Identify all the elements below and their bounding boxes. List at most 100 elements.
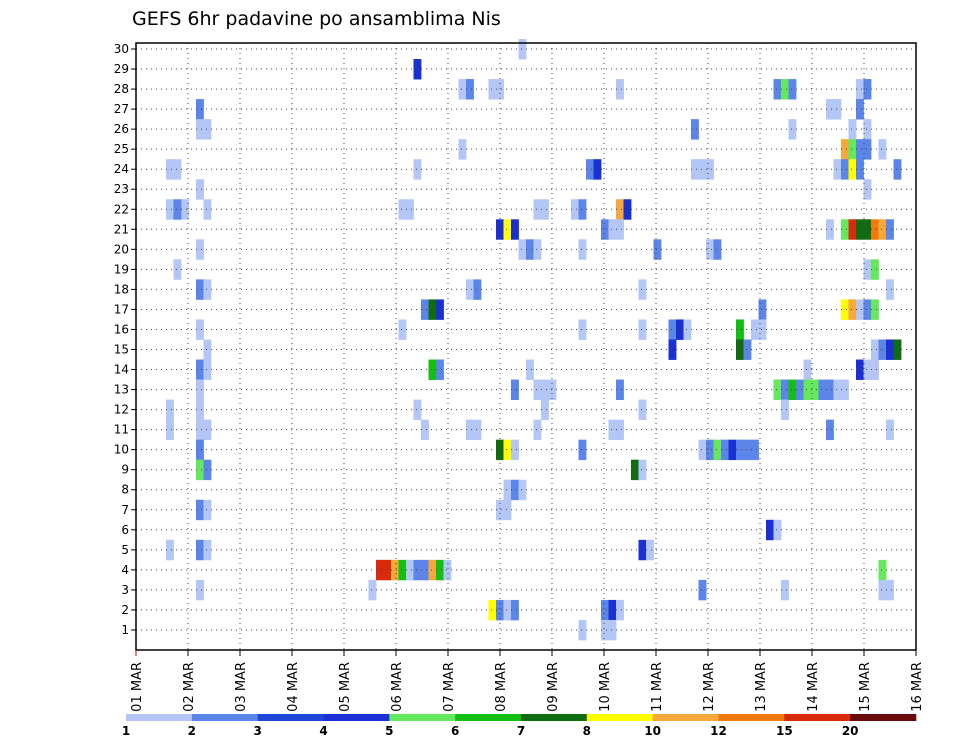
y-tick-label: 14 xyxy=(114,363,129,377)
heat-cell xyxy=(638,319,647,340)
heat-cell xyxy=(863,179,872,200)
heat-cell xyxy=(743,439,752,461)
heat-cell xyxy=(698,159,707,180)
heat-cell xyxy=(196,499,204,521)
heat-cell xyxy=(428,299,437,320)
heat-cell xyxy=(413,159,422,180)
heat-cell xyxy=(826,379,834,400)
y-tick-label: 27 xyxy=(114,102,129,116)
heat-cell xyxy=(826,219,834,240)
heat-cell xyxy=(421,299,429,320)
x-tick-label: 07 MAR xyxy=(442,662,457,712)
x-tick-label: 04 MAR xyxy=(286,662,301,712)
heat-cell xyxy=(638,279,647,300)
y-tick-label: 6 xyxy=(121,523,129,537)
colorbar-label: 10 xyxy=(644,724,661,738)
y-tick-label: 2 xyxy=(121,603,129,617)
heat-cell xyxy=(601,219,609,240)
heat-cell xyxy=(196,399,204,421)
y-tick-label: 30 xyxy=(114,42,129,56)
heat-cell xyxy=(646,539,654,561)
y-tick-label: 9 xyxy=(121,463,129,477)
heat-cell xyxy=(578,239,587,260)
heat-cell xyxy=(608,619,617,641)
heat-cell xyxy=(376,559,384,581)
heat-cell xyxy=(616,219,624,240)
y-tick-label: 1 xyxy=(121,623,129,637)
heat-cell xyxy=(166,539,174,561)
heat-cell xyxy=(496,79,504,100)
heat-cell xyxy=(833,159,842,180)
heat-cell xyxy=(578,319,587,340)
colorbar-label: 5 xyxy=(385,724,393,738)
heat-cell xyxy=(818,379,827,400)
y-tick-label: 3 xyxy=(121,583,129,597)
y-tick-label: 20 xyxy=(114,242,129,256)
heat-cell xyxy=(616,599,624,621)
heat-cell xyxy=(511,599,519,621)
heat-cell xyxy=(458,139,467,160)
heat-cell xyxy=(871,259,879,280)
y-tick-label: 21 xyxy=(114,222,129,236)
heat-cell xyxy=(436,299,444,320)
heat-cell xyxy=(413,59,422,80)
heat-cell xyxy=(886,339,894,360)
heat-cell xyxy=(526,359,534,380)
heat-cell xyxy=(571,199,579,220)
heat-cell xyxy=(601,619,609,641)
x-tick-label: 11 MAR xyxy=(650,662,665,712)
colorbar-segment xyxy=(126,714,193,721)
colorbar-label: 7 xyxy=(517,724,525,738)
heat-cell xyxy=(488,79,497,100)
colorbar-label: 8 xyxy=(583,724,591,738)
x-tick-label: 15 MAR xyxy=(858,662,873,712)
y-tick-label: 16 xyxy=(114,322,129,336)
heat-cell xyxy=(518,38,527,60)
heat-cell xyxy=(196,359,204,380)
y-tick-label: 28 xyxy=(114,82,129,96)
heat-cell xyxy=(511,379,519,400)
heat-cell xyxy=(893,159,902,180)
heat-cell xyxy=(706,159,714,180)
colorbar-segment xyxy=(191,714,258,721)
heat-cell xyxy=(826,99,834,120)
heat-cell xyxy=(616,199,624,220)
chart-title: GEFS 6hr padavine po ansamblima Nis xyxy=(132,8,501,30)
y-tick-label: 8 xyxy=(121,483,129,497)
heat-cell xyxy=(736,319,744,340)
heat-cell xyxy=(466,279,474,300)
heat-cell xyxy=(841,379,849,400)
heat-cell xyxy=(736,339,744,360)
heat-cell xyxy=(706,239,714,260)
heat-cell xyxy=(856,99,864,120)
x-tick-label: 01 MAR xyxy=(130,662,145,712)
colorbar-label: 2 xyxy=(188,724,196,738)
heat-cell xyxy=(871,359,879,380)
heat-cell xyxy=(676,319,684,340)
y-tick-label: 4 xyxy=(121,563,129,577)
y-tick-label: 23 xyxy=(114,182,129,196)
heat-cell xyxy=(781,399,789,421)
heat-cell xyxy=(863,139,872,160)
heat-cell xyxy=(601,599,609,621)
colorbar-segment xyxy=(718,714,785,721)
heat-cell xyxy=(488,599,497,621)
heat-cell xyxy=(878,139,887,160)
heat-cell xyxy=(166,159,174,180)
heat-cell xyxy=(713,439,722,461)
heat-cell xyxy=(398,559,407,581)
heat-cell xyxy=(421,419,429,441)
heat-cell xyxy=(503,499,512,521)
heat-cell xyxy=(773,79,782,100)
y-tick-label: 12 xyxy=(114,403,129,417)
colorbar-segment xyxy=(652,714,719,721)
y-tick-label: 22 xyxy=(114,202,129,216)
heat-cell xyxy=(593,159,602,180)
heat-cell xyxy=(878,559,887,581)
x-tick-label: 14 MAR xyxy=(806,662,821,712)
y-tick-label: 29 xyxy=(114,62,129,76)
heat-cell xyxy=(473,419,482,441)
heat-cell xyxy=(863,259,872,280)
heat-cell xyxy=(638,539,647,561)
heat-cell xyxy=(533,199,542,220)
